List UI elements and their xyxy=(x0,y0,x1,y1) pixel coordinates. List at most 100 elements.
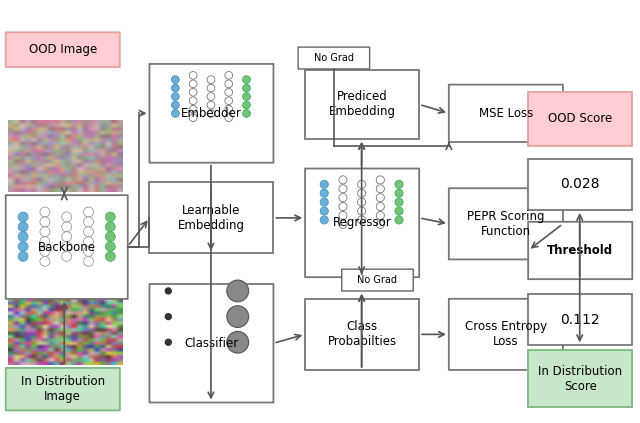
Circle shape xyxy=(243,84,250,92)
Circle shape xyxy=(189,80,197,88)
Circle shape xyxy=(40,256,50,266)
Circle shape xyxy=(40,217,50,227)
Circle shape xyxy=(18,212,28,222)
FancyBboxPatch shape xyxy=(449,85,563,142)
Circle shape xyxy=(172,76,179,83)
FancyBboxPatch shape xyxy=(298,47,370,69)
Text: No Grad: No Grad xyxy=(358,275,397,285)
Circle shape xyxy=(320,198,328,206)
Circle shape xyxy=(62,222,72,232)
Circle shape xyxy=(243,76,250,83)
Circle shape xyxy=(40,247,50,256)
Circle shape xyxy=(165,288,172,294)
FancyBboxPatch shape xyxy=(449,299,563,370)
Circle shape xyxy=(84,217,93,227)
Circle shape xyxy=(106,251,115,261)
Circle shape xyxy=(339,185,347,193)
Circle shape xyxy=(227,280,248,302)
Circle shape xyxy=(225,71,232,79)
Text: Class
Probabilties: Class Probabilties xyxy=(328,320,397,349)
Circle shape xyxy=(376,212,385,220)
Circle shape xyxy=(376,176,385,184)
Circle shape xyxy=(358,198,365,206)
Circle shape xyxy=(243,101,250,109)
FancyBboxPatch shape xyxy=(6,368,120,410)
Circle shape xyxy=(62,242,72,251)
Circle shape xyxy=(62,212,72,222)
Circle shape xyxy=(358,216,365,224)
Circle shape xyxy=(339,220,347,228)
Circle shape xyxy=(84,227,93,236)
Circle shape xyxy=(207,93,215,100)
FancyBboxPatch shape xyxy=(528,350,632,407)
FancyBboxPatch shape xyxy=(305,70,419,139)
FancyBboxPatch shape xyxy=(449,188,563,259)
Text: 0.028: 0.028 xyxy=(561,177,600,191)
Circle shape xyxy=(172,110,179,117)
Circle shape xyxy=(207,110,215,117)
Circle shape xyxy=(62,251,72,261)
Circle shape xyxy=(395,189,403,197)
Circle shape xyxy=(84,256,93,266)
Text: Backbone: Backbone xyxy=(38,241,96,253)
Text: 0.112: 0.112 xyxy=(561,313,600,327)
Circle shape xyxy=(84,247,93,256)
Circle shape xyxy=(339,176,347,184)
Text: Cross Entropy
Loss: Cross Entropy Loss xyxy=(465,320,547,349)
Circle shape xyxy=(106,232,115,242)
Circle shape xyxy=(207,84,215,92)
Circle shape xyxy=(225,97,232,104)
Text: Learnable
Embedding: Learnable Embedding xyxy=(178,204,245,232)
Circle shape xyxy=(84,207,93,217)
Text: OOD Image: OOD Image xyxy=(29,43,97,56)
Text: Embedder: Embedder xyxy=(181,107,242,120)
Circle shape xyxy=(225,88,232,96)
Circle shape xyxy=(165,339,172,345)
Circle shape xyxy=(18,222,28,232)
Text: OOD Score: OOD Score xyxy=(548,112,612,125)
Text: Classifier: Classifier xyxy=(184,337,239,350)
Circle shape xyxy=(243,93,250,100)
Circle shape xyxy=(106,222,115,232)
FancyBboxPatch shape xyxy=(6,195,128,299)
Circle shape xyxy=(358,207,365,215)
Circle shape xyxy=(320,216,328,224)
Text: Threshold: Threshold xyxy=(547,244,613,257)
Circle shape xyxy=(106,242,115,251)
Circle shape xyxy=(62,232,72,242)
Circle shape xyxy=(376,194,385,202)
Circle shape xyxy=(165,313,172,319)
Circle shape xyxy=(320,189,328,197)
Text: PEPR Scoring
Function: PEPR Scoring Function xyxy=(467,210,545,238)
FancyBboxPatch shape xyxy=(528,294,632,345)
FancyBboxPatch shape xyxy=(6,32,120,67)
Circle shape xyxy=(189,97,197,104)
FancyBboxPatch shape xyxy=(528,91,632,146)
Circle shape xyxy=(243,110,250,117)
Circle shape xyxy=(225,105,232,113)
Circle shape xyxy=(227,306,248,327)
Circle shape xyxy=(339,194,347,202)
Text: No Grad: No Grad xyxy=(314,53,354,63)
Bar xyxy=(8,299,122,365)
Circle shape xyxy=(227,331,248,353)
Circle shape xyxy=(189,105,197,113)
Circle shape xyxy=(40,227,50,236)
FancyBboxPatch shape xyxy=(305,299,419,370)
Circle shape xyxy=(84,236,93,247)
Text: Regressor: Regressor xyxy=(333,216,392,229)
Circle shape xyxy=(358,180,365,188)
Circle shape xyxy=(320,207,328,215)
FancyBboxPatch shape xyxy=(528,159,632,210)
Circle shape xyxy=(225,114,232,121)
Circle shape xyxy=(172,101,179,109)
Circle shape xyxy=(376,203,385,211)
Circle shape xyxy=(395,216,403,224)
Circle shape xyxy=(320,180,328,188)
Circle shape xyxy=(189,114,197,121)
Circle shape xyxy=(395,180,403,188)
Circle shape xyxy=(358,189,365,197)
Circle shape xyxy=(207,101,215,109)
Circle shape xyxy=(18,232,28,242)
Circle shape xyxy=(395,207,403,215)
